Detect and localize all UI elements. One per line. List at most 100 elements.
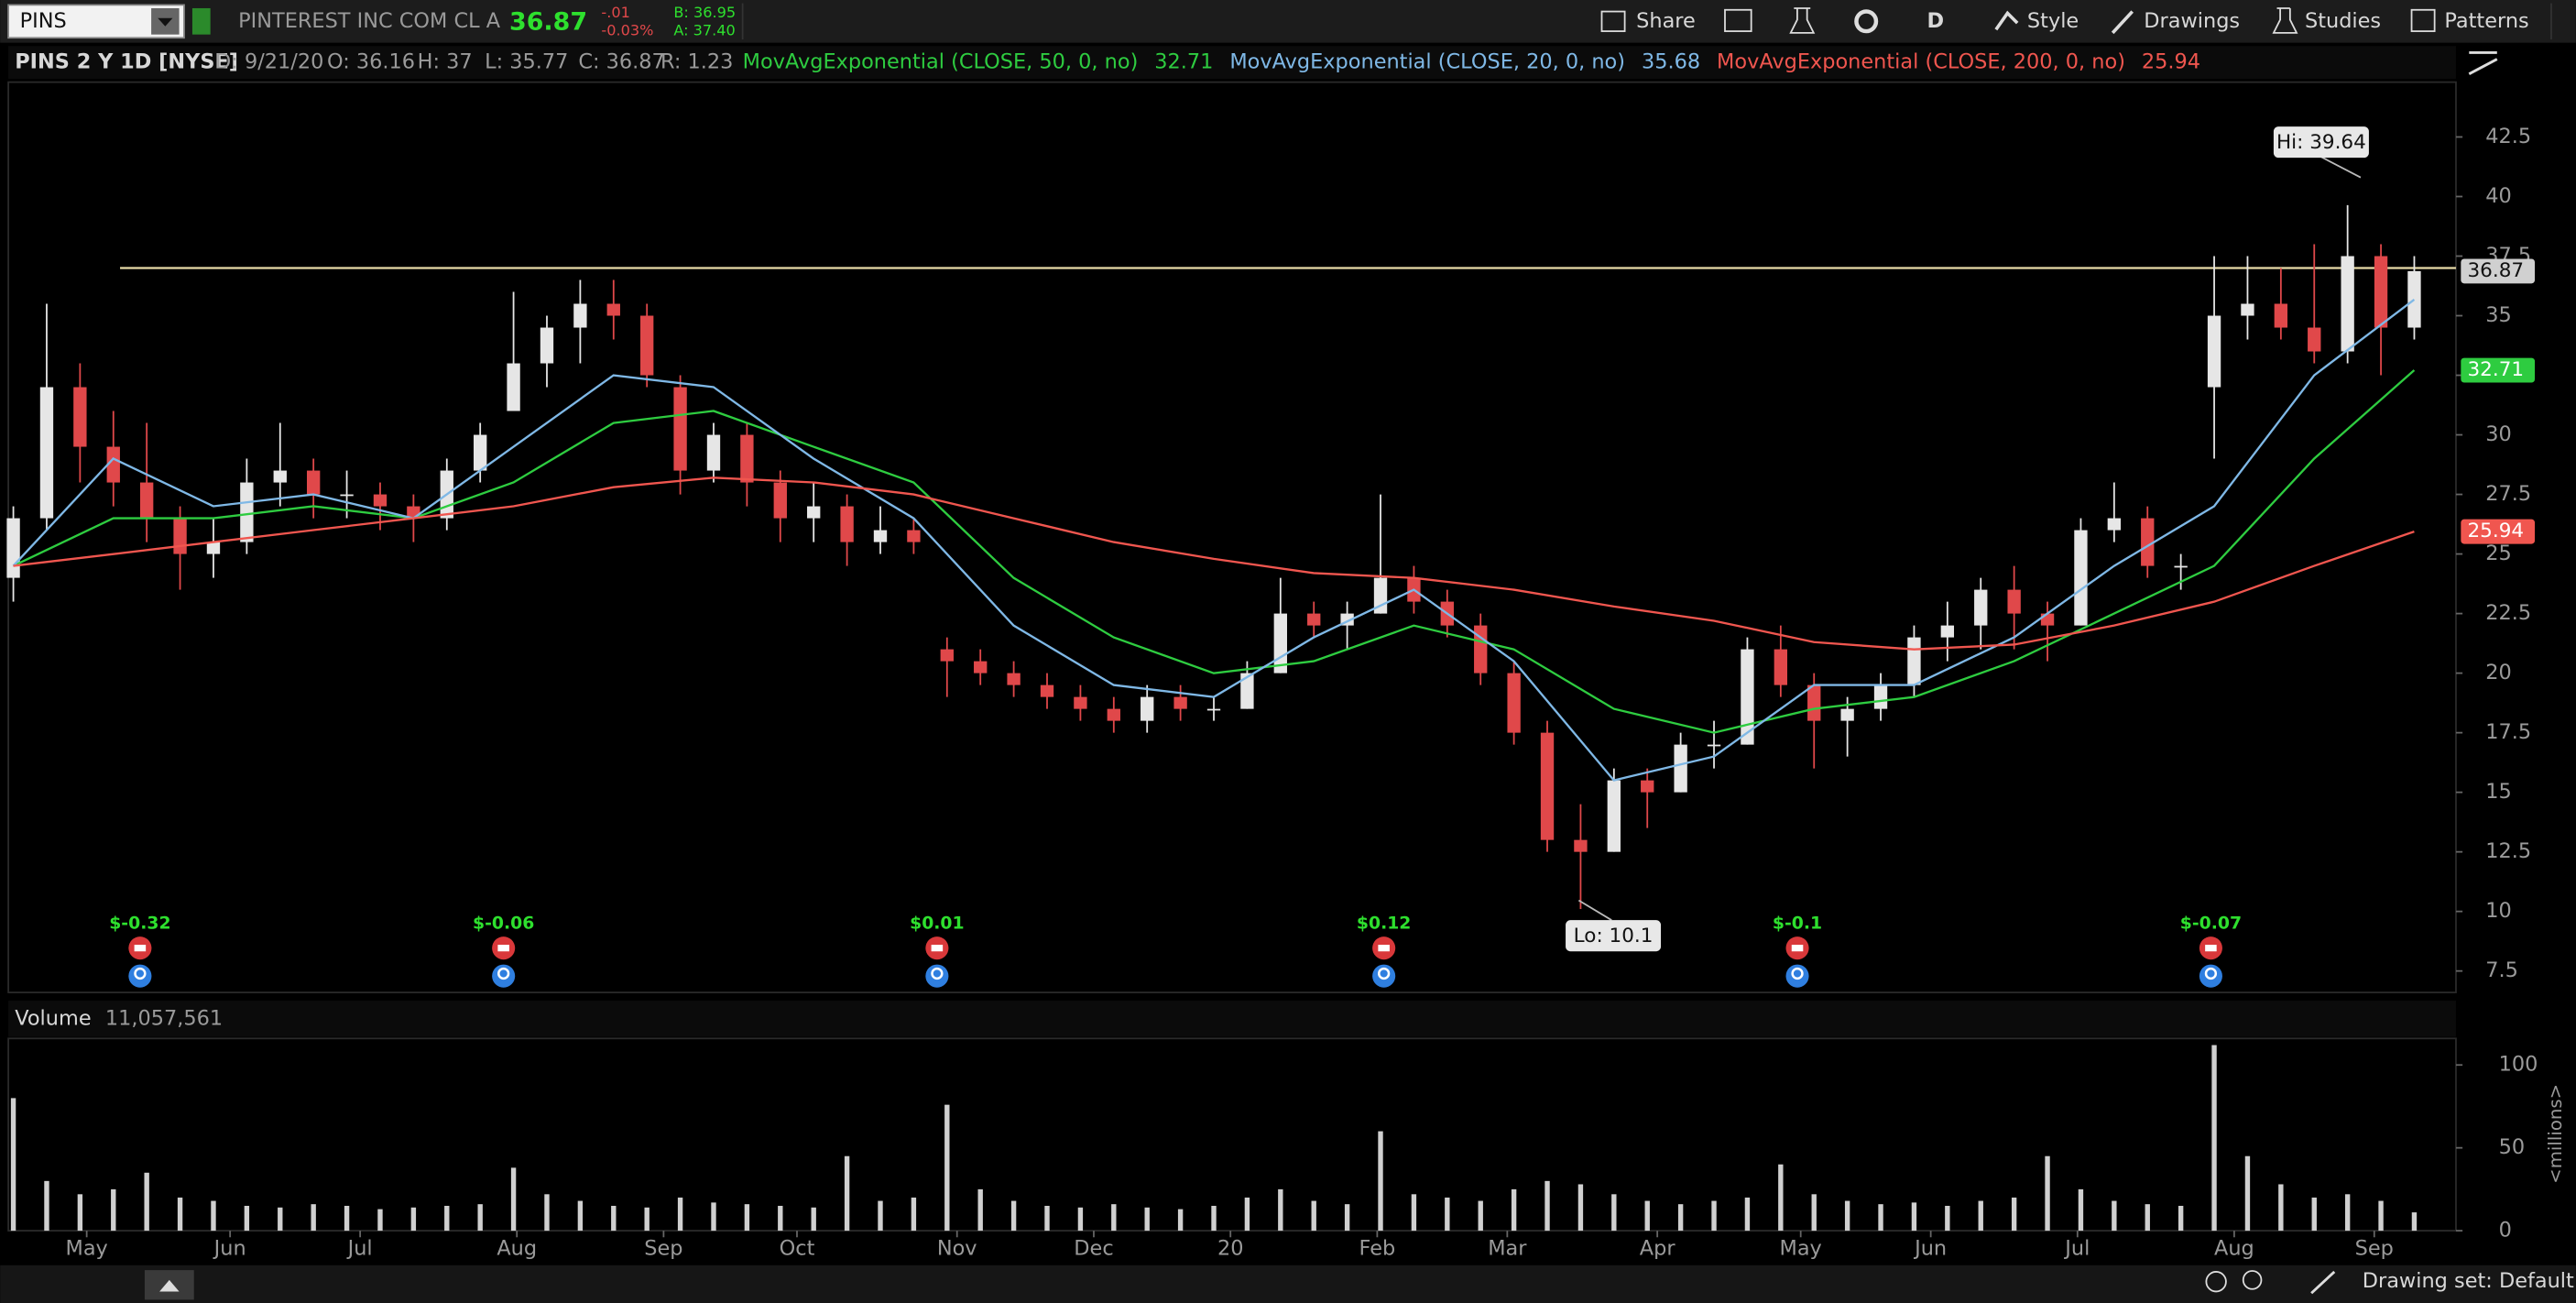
annotation-leader	[1577, 899, 1612, 921]
settings-icon[interactable]	[1854, 9, 1879, 34]
study-name: MovAvgExponential (CLOSE, 20, 0, no)	[1229, 50, 1625, 74]
candle-body	[1607, 780, 1621, 852]
candle-body	[2374, 256, 2388, 328]
studies-button[interactable]: Studies	[2305, 9, 2381, 33]
volume-bar	[2411, 1212, 2418, 1232]
earnings-marker-icon	[1791, 945, 1804, 952]
volume-bar	[577, 1200, 584, 1232]
volume-bar	[10, 1098, 16, 1232]
candle-body	[73, 387, 87, 447]
event-marker[interactable]	[128, 964, 152, 988]
volume-bar	[377, 1209, 383, 1232]
candle-body	[673, 387, 687, 471]
event-marker[interactable]	[1372, 964, 1396, 988]
y-tick-label: 17.5	[2485, 720, 2531, 744]
x-tick-label: May	[65, 1236, 107, 1260]
volume-bar	[2378, 1200, 2384, 1232]
volume-bar	[1278, 1188, 1283, 1232]
last-price: 36.87	[509, 8, 587, 37]
candle-body	[2341, 256, 2354, 352]
volume-bar	[811, 1207, 816, 1232]
volume-bar	[477, 1204, 483, 1232]
volume-bar	[911, 1197, 917, 1232]
volume-bar	[1478, 1200, 1483, 1232]
x-tick-label: Aug	[497, 1236, 537, 1260]
y-tick-label: 42.5	[2485, 125, 2531, 148]
share-button[interactable]: Share	[1636, 9, 1696, 33]
dropdown-arrow	[158, 17, 173, 27]
expand-icon[interactable]	[2468, 50, 2498, 75]
crosshair-icon[interactable]	[2205, 1271, 2227, 1293]
drawings-button[interactable]: Drawings	[2144, 9, 2240, 33]
volume-bar	[1044, 1205, 1050, 1232]
earnings-icon[interactable]	[1724, 8, 1752, 32]
candle-body	[807, 506, 821, 519]
study-value: 25.94	[2142, 50, 2200, 74]
candle-body	[840, 506, 854, 542]
bar-close: C: 36.87	[578, 50, 664, 74]
volume-bar	[44, 1180, 49, 1232]
earnings-marker-icon	[2205, 945, 2217, 952]
candle-body	[1507, 673, 1521, 733]
drawing-tool-icon[interactable]	[2310, 1270, 2336, 1295]
x-tick-label: Sep	[2355, 1236, 2394, 1260]
volume-bar	[677, 1197, 683, 1232]
bar-high: H: 37	[418, 50, 473, 74]
volume-bar	[1111, 1204, 1117, 1232]
drawing-set[interactable]: Drawing set: Default	[2363, 1269, 2574, 1293]
volume-tick-label: 50	[2499, 1135, 2526, 1159]
volume-bar	[1545, 1180, 1550, 1232]
volume-bar	[1244, 1197, 1250, 1232]
candle-body	[974, 661, 988, 673]
event-marker[interactable]	[492, 964, 516, 988]
candle-body	[773, 482, 787, 519]
volume-bar	[1677, 1204, 1684, 1232]
event-marker-icon	[1378, 967, 1391, 980]
zoom-in-icon[interactable]	[2242, 1270, 2263, 1290]
volume-bar	[1911, 1202, 1917, 1232]
patterns-button[interactable]: Patterns	[2444, 9, 2528, 33]
style-button[interactable]: Style	[2027, 9, 2079, 33]
y-tick-label: 12.5	[2485, 839, 2531, 863]
volume-bar	[2145, 1204, 2150, 1232]
study-value: 35.68	[1642, 50, 1700, 74]
volume-bar	[1945, 1205, 1950, 1232]
volume-bar	[1577, 1184, 1584, 1232]
candle-body	[640, 315, 654, 376]
volume-bar	[744, 1204, 750, 1232]
volume-bar	[2178, 1205, 2184, 1232]
event-marker[interactable]	[925, 964, 949, 988]
link-icon[interactable]	[191, 7, 211, 35]
symbol[interactable]: PINS	[20, 9, 67, 33]
company-name: PINTEREST INC COM CL A	[238, 9, 501, 33]
x-tick-label: Dec	[1074, 1236, 1113, 1260]
candle-body	[740, 434, 754, 483]
volume-bar	[344, 1205, 350, 1232]
bar-date: D: 9/21/20	[215, 50, 323, 74]
earnings-label: $-0.1	[1773, 914, 1822, 933]
candle-body	[2174, 565, 2188, 568]
earnings-label: $0.01	[910, 914, 965, 933]
x-tick-label: Mar	[1488, 1236, 1527, 1260]
aggregation-button[interactable]: D	[1927, 9, 1945, 33]
chart-name: PINS 2 Y 1D [NYSE]	[15, 50, 238, 74]
candle-body	[907, 530, 921, 542]
volume-bar	[1010, 1200, 1017, 1232]
last-price-tag-bg	[2461, 258, 2536, 284]
volume-bar	[177, 1197, 183, 1232]
candle-body	[507, 363, 520, 411]
style-icon	[1994, 10, 2019, 31]
candle-body	[1807, 684, 1821, 721]
candle-body	[240, 482, 254, 542]
event-marker[interactable]	[1785, 964, 1809, 988]
drawings-icon	[2111, 10, 2134, 35]
lab-icon[interactable]	[1789, 7, 1816, 34]
volume-bar	[1711, 1200, 1717, 1232]
event-marker[interactable]	[2199, 964, 2222, 988]
candle-body	[340, 494, 354, 497]
candle-body	[1774, 649, 1788, 685]
toolbar	[0, 0, 2576, 43]
volume-bar	[2011, 1197, 2017, 1232]
